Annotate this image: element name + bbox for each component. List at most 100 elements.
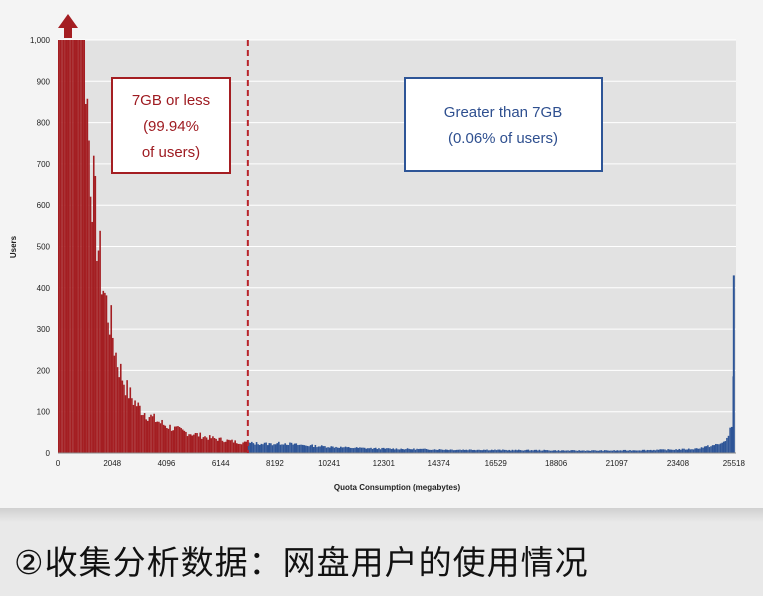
histogram-bar bbox=[562, 450, 565, 453]
histogram-bar bbox=[692, 449, 695, 453]
histogram-bar bbox=[208, 435, 211, 453]
histogram-bar bbox=[378, 448, 380, 453]
histogram-bar bbox=[648, 450, 650, 453]
histogram-bar bbox=[258, 444, 261, 453]
histogram-bar bbox=[247, 442, 250, 453]
histogram-bar bbox=[517, 449, 520, 453]
histogram-bar bbox=[194, 432, 197, 453]
histogram-bar bbox=[284, 443, 286, 453]
histogram-bar bbox=[197, 436, 200, 453]
histogram-bar bbox=[170, 430, 173, 453]
histogram-bar bbox=[112, 337, 114, 453]
histogram-bar bbox=[584, 450, 587, 453]
y-tick-label: 900 bbox=[37, 77, 51, 86]
histogram-bar bbox=[702, 447, 704, 453]
slide-shadow bbox=[0, 508, 763, 522]
histogram-bar bbox=[548, 450, 550, 453]
histogram-bar bbox=[260, 443, 263, 453]
series-7gb-or-less bbox=[58, 40, 249, 454]
histogram-bar bbox=[727, 435, 730, 453]
histogram-bar bbox=[433, 449, 436, 453]
histogram-bar bbox=[575, 450, 577, 453]
histogram-bar bbox=[282, 444, 285, 453]
histogram-bar bbox=[223, 442, 225, 453]
histogram-bar bbox=[603, 450, 606, 453]
histogram-bar bbox=[470, 449, 472, 453]
histogram-bar bbox=[352, 448, 355, 453]
histogram-bar bbox=[430, 449, 433, 453]
histogram-bar bbox=[560, 450, 563, 453]
histogram-bar bbox=[535, 449, 538, 453]
histogram-bar bbox=[132, 404, 135, 453]
histogram-bar bbox=[86, 98, 89, 454]
histogram-bar bbox=[543, 449, 545, 453]
histogram-bar bbox=[495, 450, 498, 453]
histogram-bar bbox=[80, 40, 82, 453]
histogram-bar bbox=[435, 449, 437, 453]
histogram-bar bbox=[110, 305, 113, 453]
histogram-bar bbox=[148, 417, 151, 453]
histogram-bar bbox=[500, 450, 503, 453]
histogram-bar bbox=[394, 449, 396, 453]
histogram-bar bbox=[525, 449, 528, 453]
histogram-bar bbox=[719, 443, 722, 453]
x-tick-label: 4096 bbox=[158, 459, 176, 468]
histogram-bar bbox=[116, 367, 119, 453]
histogram-bar bbox=[662, 449, 665, 453]
histogram-bar bbox=[462, 449, 464, 453]
histogram-bar bbox=[58, 40, 60, 453]
histogram-bar bbox=[459, 449, 461, 453]
histogram-bar bbox=[544, 450, 547, 453]
histogram-bar bbox=[268, 443, 271, 453]
histogram-bar bbox=[540, 450, 542, 453]
histogram-bar bbox=[335, 446, 337, 453]
usage-histogram-chart: 0 100 200 300 400 500 600 700 800 900 1,000 0 2048 4… bbox=[9, 14, 746, 492]
histogram-bar bbox=[333, 447, 336, 453]
histogram-bar bbox=[362, 447, 364, 453]
histogram-bar bbox=[207, 439, 209, 453]
histogram-bar bbox=[589, 450, 592, 453]
histogram-bar bbox=[552, 450, 555, 453]
histogram-bar bbox=[718, 444, 720, 453]
y-tick-label: 600 bbox=[37, 201, 51, 210]
histogram-bar bbox=[451, 449, 453, 453]
histogram-bar bbox=[514, 449, 517, 453]
histogram-bar bbox=[691, 449, 693, 453]
histogram-bar bbox=[441, 449, 444, 453]
histogram-bar bbox=[252, 443, 255, 453]
histogram-bar bbox=[467, 450, 469, 453]
histogram-bar bbox=[732, 275, 735, 453]
right-annotation-line: Greater than 7GB bbox=[444, 104, 562, 121]
histogram-bar bbox=[295, 443, 298, 453]
histogram-bar bbox=[503, 449, 506, 453]
histogram-bar bbox=[508, 449, 511, 453]
histogram-bar bbox=[551, 450, 553, 453]
histogram-bar bbox=[232, 442, 235, 453]
histogram-bar bbox=[516, 450, 518, 453]
histogram-bar bbox=[473, 449, 476, 453]
histogram-bar bbox=[360, 447, 363, 453]
histogram-bar bbox=[257, 444, 259, 453]
histogram-bar bbox=[370, 447, 372, 453]
histogram-bar bbox=[213, 438, 216, 453]
histogram-bar bbox=[638, 450, 641, 453]
histogram-bar bbox=[158, 421, 160, 453]
histogram-bar bbox=[231, 439, 233, 453]
histogram-bar bbox=[354, 447, 356, 453]
histogram-bar bbox=[427, 449, 429, 453]
histogram-bar bbox=[97, 250, 100, 453]
x-tick-label: 21097 bbox=[606, 459, 629, 468]
histogram-bar bbox=[479, 450, 482, 453]
y-axis-title: Users bbox=[9, 235, 18, 258]
histogram-bar bbox=[554, 450, 557, 453]
histogram-bar bbox=[129, 387, 132, 453]
histogram-bar bbox=[324, 446, 326, 453]
histogram-bar bbox=[510, 450, 512, 453]
histogram-bar bbox=[73, 40, 76, 453]
histogram-bar bbox=[104, 292, 106, 453]
histogram-bar bbox=[145, 419, 147, 453]
histogram-bar bbox=[175, 426, 178, 453]
histogram-bar bbox=[715, 443, 717, 453]
histogram-bar bbox=[102, 290, 105, 453]
histogram-bar bbox=[653, 449, 655, 453]
